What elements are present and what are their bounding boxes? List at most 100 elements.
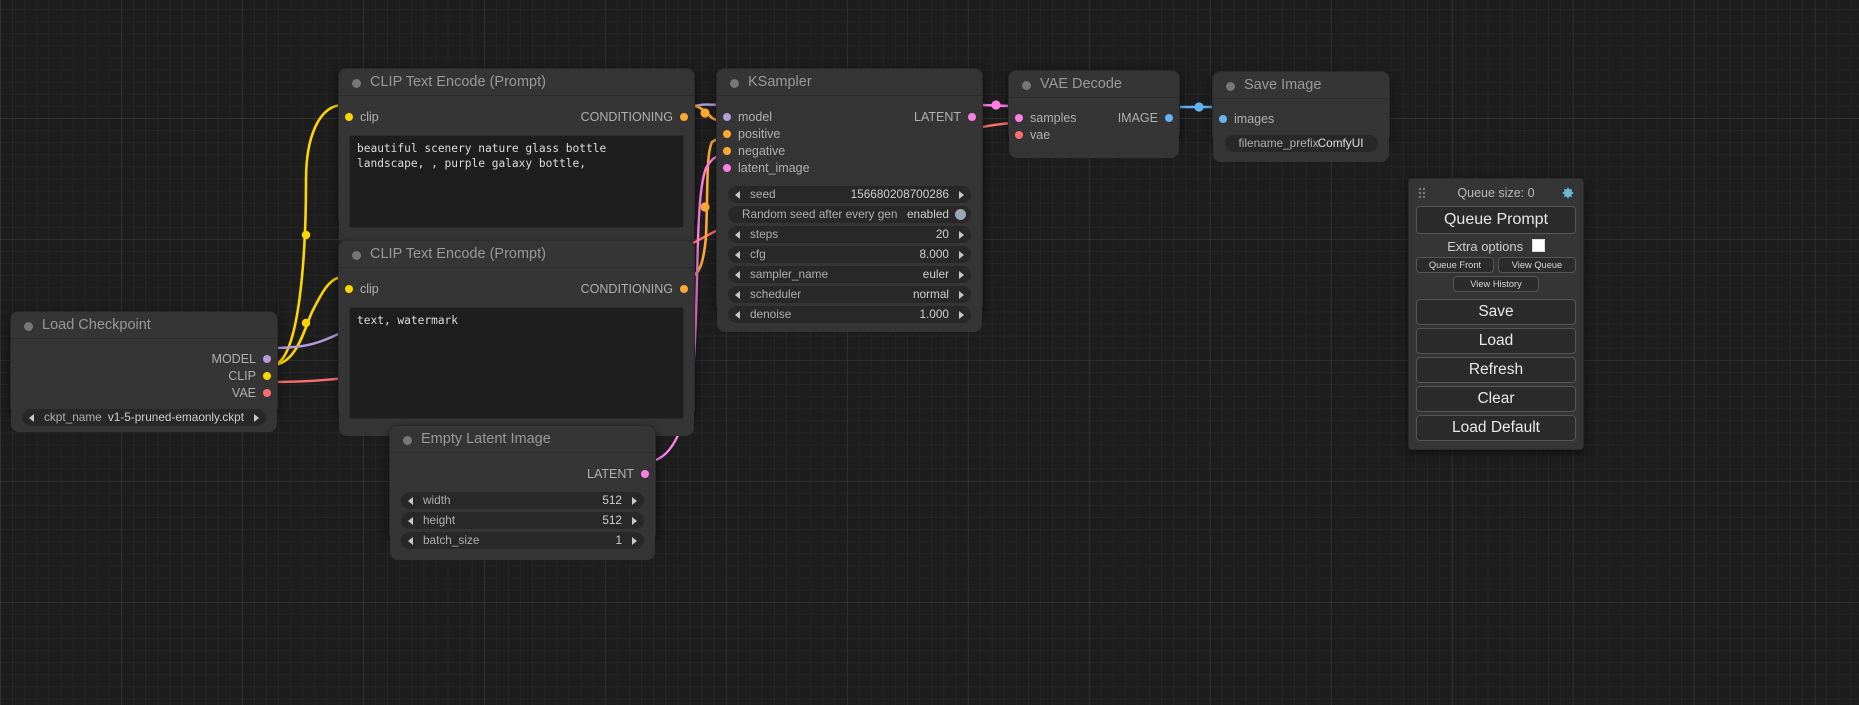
increment-arrow-icon[interactable]	[632, 497, 637, 505]
output-slot-latent[interactable]: LATENT	[400, 466, 649, 483]
widget-ckpt-name[interactable]: ckpt_name v1-5-pruned-emaonly.ckpt	[22, 409, 266, 426]
previous-option-arrow-icon[interactable]	[735, 291, 740, 299]
clip-slot-dot-icon[interactable]	[345, 113, 353, 121]
widget-value[interactable]: enabled	[907, 207, 949, 221]
previous-option-arrow-icon[interactable]	[735, 271, 740, 279]
input-slot-vae[interactable]: vae	[1015, 127, 1169, 144]
widget-random-seed-toggle[interactable]: Random seed after every gen enabled	[728, 206, 971, 223]
model-slot-dot-icon[interactable]	[263, 355, 271, 363]
node-title-bar[interactable]: CLIP Text Encode (Prompt)	[339, 69, 694, 96]
load-default-button[interactable]: Load Default	[1416, 415, 1576, 441]
widget-width[interactable]: width 512	[401, 492, 644, 509]
output-slot-model[interactable]: MODEL	[21, 351, 271, 368]
next-option-arrow-icon[interactable]	[959, 291, 964, 299]
decrement-arrow-icon[interactable]	[735, 311, 740, 319]
widget-denoise[interactable]: denoise 1.000	[728, 306, 971, 323]
widget-value[interactable]: euler	[922, 267, 949, 281]
refresh-button[interactable]: Refresh	[1416, 357, 1576, 383]
increment-arrow-icon[interactable]	[632, 537, 637, 545]
widget-value[interactable]: 512	[602, 493, 622, 507]
node-empty-latent-image[interactable]: Empty Latent Image LATENT width 512 heig…	[389, 425, 656, 560]
widget-sampler-name[interactable]: sampler_name euler	[728, 266, 971, 283]
node-save-image[interactable]: Save Image images filename_prefix ComfyU…	[1212, 71, 1390, 162]
image-slot-dot-icon[interactable]	[1165, 114, 1173, 122]
collapse-dot-icon[interactable]	[352, 251, 361, 260]
widget-value[interactable]: normal	[912, 287, 949, 301]
node-load-checkpoint[interactable]: Load Checkpoint MODEL CLIP VAE ckpt_name…	[10, 311, 278, 432]
view-history-button[interactable]: View History	[1453, 276, 1539, 292]
decrement-arrow-icon[interactable]	[735, 191, 740, 199]
widget-value[interactable]: 1	[615, 533, 622, 547]
widget-value[interactable]: ComfyUI	[1317, 136, 1364, 150]
widget-steps[interactable]: steps 20	[728, 226, 971, 243]
increment-arrow-icon[interactable]	[959, 231, 964, 239]
samples-slot-dot-icon[interactable]	[1015, 114, 1023, 122]
collapse-dot-icon[interactable]	[24, 322, 33, 331]
widget-value[interactable]: 156680208700286	[850, 187, 949, 201]
widget-height[interactable]: height 512	[401, 512, 644, 529]
latent-slot-dot-icon[interactable]	[968, 113, 976, 121]
node-title-bar[interactable]: CLIP Text Encode (Prompt)	[339, 241, 694, 268]
decrement-arrow-icon[interactable]	[408, 497, 413, 505]
node-title-bar[interactable]: Load Checkpoint	[11, 312, 277, 339]
vae-slot-dot-icon[interactable]	[263, 389, 271, 397]
output-slot-conditioning[interactable]: CONDITIONING	[349, 109, 688, 126]
vae-slot-dot-icon[interactable]	[1015, 131, 1023, 139]
increment-arrow-icon[interactable]	[959, 311, 964, 319]
widget-value[interactable]: 1.000	[919, 307, 949, 321]
positive-slot-dot-icon[interactable]	[723, 130, 731, 138]
view-queue-button[interactable]: View Queue	[1498, 257, 1576, 273]
load-button[interactable]: Load	[1416, 328, 1576, 354]
output-slot-clip[interactable]: CLIP	[21, 368, 271, 385]
latent-slot-dot-icon[interactable]	[641, 470, 649, 478]
node-title-bar[interactable]: Empty Latent Image	[390, 426, 655, 453]
collapse-dot-icon[interactable]	[403, 436, 412, 445]
widget-seed[interactable]: seed 156680208700286	[728, 186, 971, 203]
conditioning-slot-dot-icon[interactable]	[680, 285, 688, 293]
decrement-arrow-icon[interactable]	[408, 537, 413, 545]
images-slot-dot-icon[interactable]	[1219, 115, 1227, 123]
input-slot-latent-image[interactable]: latent_image	[723, 160, 972, 177]
widget-scheduler[interactable]: scheduler normal	[728, 286, 971, 303]
input-slot-positive[interactable]: positive	[723, 126, 972, 143]
input-slot-clip[interactable]: clip	[345, 281, 684, 298]
extra-options-row[interactable]: Extra options	[1416, 239, 1576, 254]
widget-value[interactable]: v1-5-pruned-emaonly.ckpt	[107, 410, 244, 424]
conditioning-slot-dot-icon[interactable]	[680, 113, 688, 121]
prompt-textarea-positive[interactable]: beautiful scenery nature glass bottle la…	[349, 135, 684, 228]
clip-slot-dot-icon[interactable]	[345, 285, 353, 293]
gear-icon[interactable]	[1561, 186, 1575, 200]
widget-value[interactable]: 512	[602, 513, 622, 527]
comfy-menu-panel[interactable]: Queue size: 0 Queue Prompt Extra options…	[1408, 178, 1584, 450]
clip-slot-dot-icon[interactable]	[263, 372, 271, 380]
widget-value[interactable]: 8.000	[919, 247, 949, 261]
extra-options-checkbox[interactable]	[1531, 239, 1545, 252]
save-button[interactable]: Save	[1416, 299, 1576, 325]
input-slot-samples[interactable]: samples	[1015, 110, 1169, 127]
widget-cfg[interactable]: cfg 8.000	[728, 246, 971, 263]
output-slot-latent[interactable]: LATENT	[727, 109, 976, 126]
output-slot-vae[interactable]: VAE	[21, 385, 271, 402]
next-option-arrow-icon[interactable]	[254, 414, 259, 422]
widget-batch-size[interactable]: batch_size 1	[401, 532, 644, 549]
queue-prompt-button[interactable]: Queue Prompt	[1416, 206, 1576, 234]
collapse-dot-icon[interactable]	[352, 79, 361, 88]
node-clip-text-encode-positive[interactable]: CLIP Text Encode (Prompt) clip CONDITION…	[338, 68, 695, 245]
clear-button[interactable]: Clear	[1416, 386, 1576, 412]
collapse-dot-icon[interactable]	[1226, 82, 1235, 91]
increment-arrow-icon[interactable]	[632, 517, 637, 525]
node-title-bar[interactable]: Save Image	[1213, 72, 1389, 99]
previous-option-arrow-icon[interactable]	[29, 414, 34, 422]
widget-filename-prefix[interactable]: filename_prefix ComfyUI	[1224, 135, 1378, 152]
decrement-arrow-icon[interactable]	[735, 231, 740, 239]
node-title-bar[interactable]: KSampler	[717, 69, 982, 96]
drag-handle-icon[interactable]	[1418, 187, 1427, 198]
decrement-arrow-icon[interactable]	[408, 517, 413, 525]
node-ksampler[interactable]: KSampler model LATENT positive negative …	[716, 68, 983, 332]
node-title-bar[interactable]: VAE Decode	[1009, 71, 1179, 98]
widget-value[interactable]: 20	[935, 227, 949, 241]
prompt-textarea-negative[interactable]: text, watermark	[349, 307, 684, 419]
node-clip-text-encode-negative[interactable]: CLIP Text Encode (Prompt) clip CONDITION…	[338, 240, 695, 436]
input-slot-clip[interactable]: clip	[345, 109, 684, 126]
negative-slot-dot-icon[interactable]	[723, 147, 731, 155]
